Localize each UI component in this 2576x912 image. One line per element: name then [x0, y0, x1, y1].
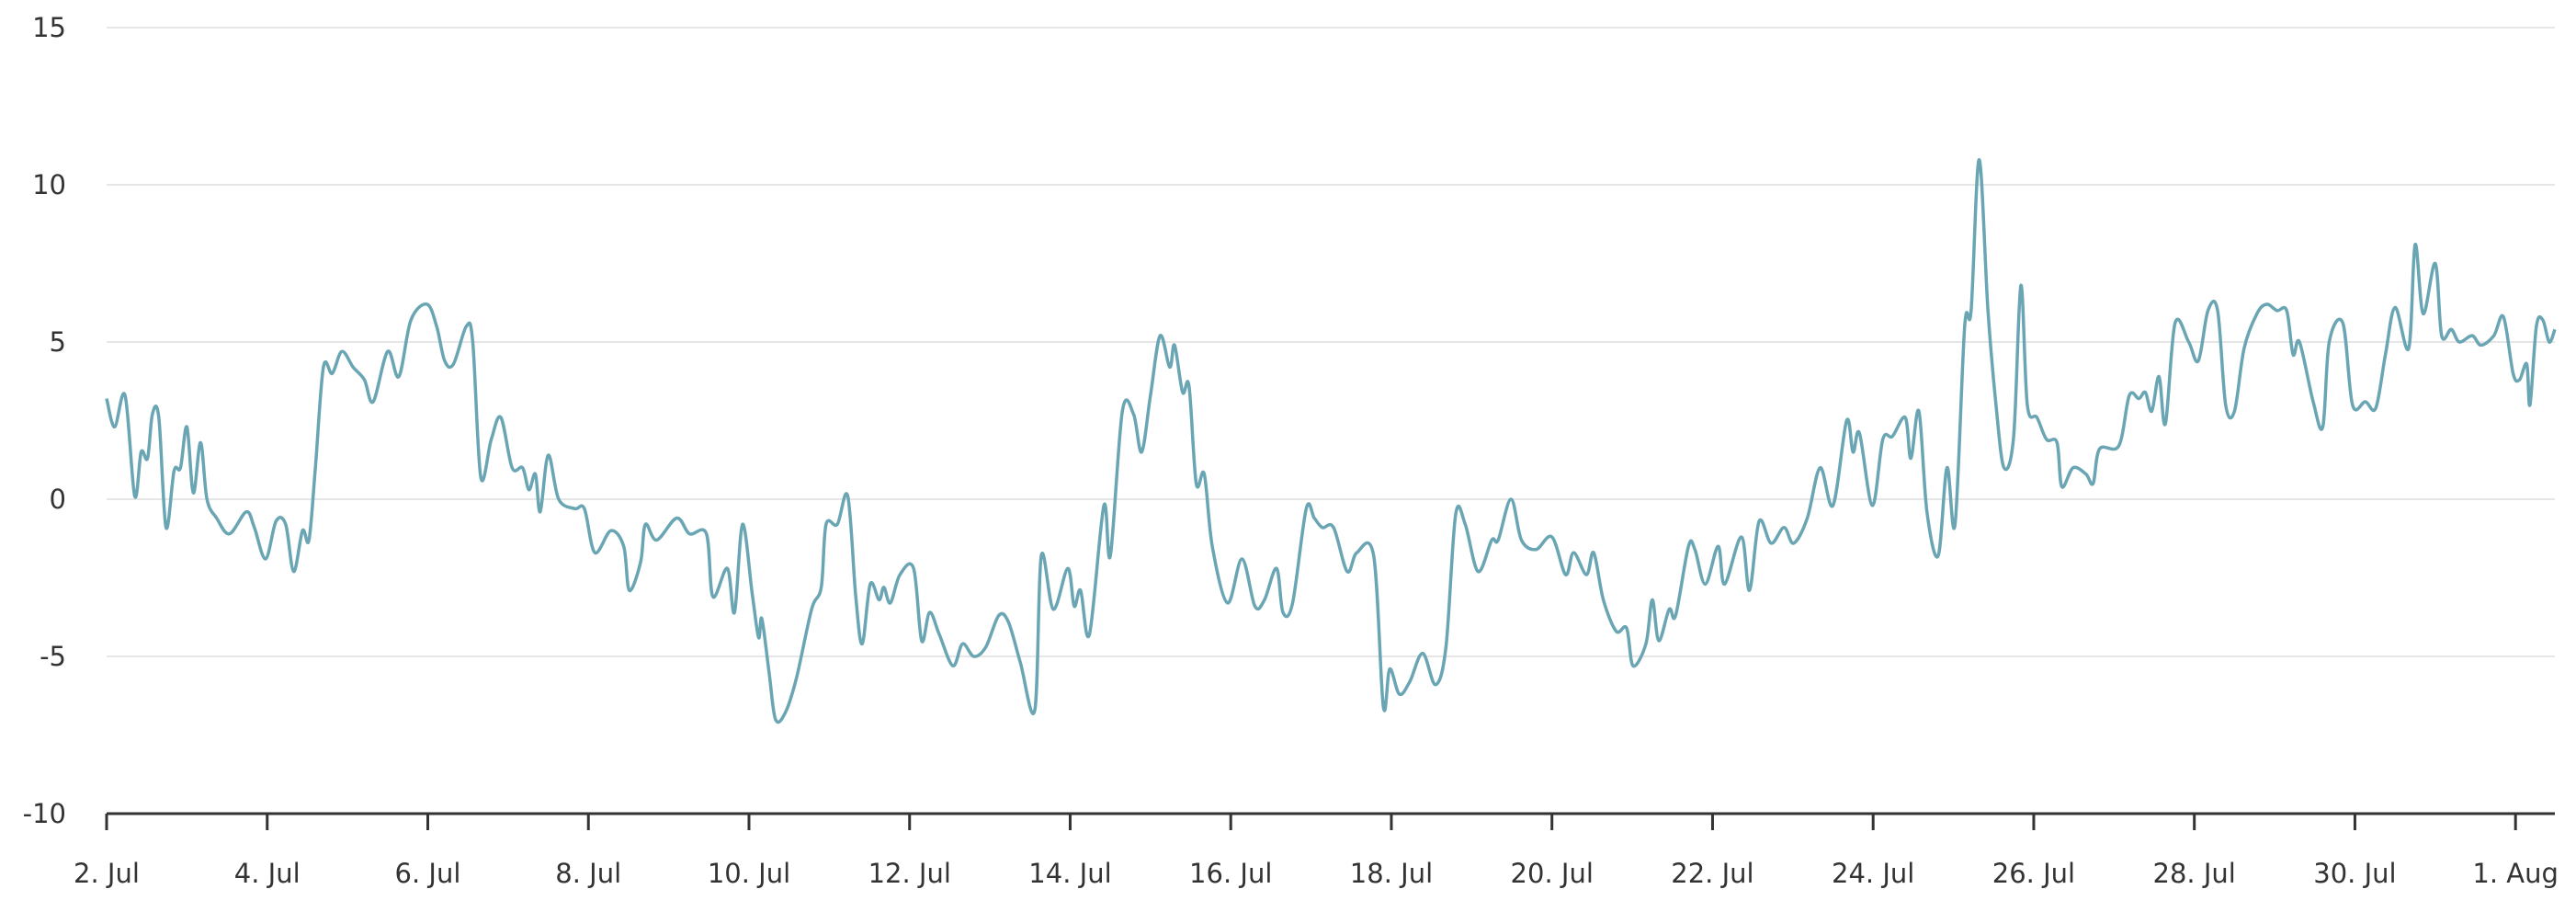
x-tick-label: 10. Jul: [708, 858, 790, 889]
y-tick-label: 0: [50, 484, 66, 515]
y-tick-label: 15: [32, 12, 66, 43]
x-tick-label: 8. Jul: [555, 858, 621, 889]
x-tick-label: 20. Jul: [1511, 858, 1594, 889]
x-tick-label: 28. Jul: [2153, 858, 2236, 889]
y-tick-label: -10: [23, 798, 66, 829]
x-tick-label: 30. Jul: [2313, 858, 2396, 889]
x-tick-label: 24. Jul: [1832, 858, 1914, 889]
x-tick-label: 18. Jul: [1350, 858, 1433, 889]
x-tick-label: 22. Jul: [1671, 858, 1753, 889]
x-tick-label: 14. Jul: [1028, 858, 1111, 889]
line-series: [105, 157, 2557, 724]
y-tick-label: -5: [40, 641, 66, 672]
x-tick-label: 2. Jul: [74, 858, 140, 889]
x-tick-label: 26. Jul: [1992, 858, 2075, 889]
x-tick-label: 1. Aug: [2472, 858, 2559, 889]
x-tick-label: 6. Jul: [395, 858, 461, 889]
x-tick-label: 4. Jul: [234, 858, 301, 889]
x-tick-label: 12. Jul: [868, 858, 951, 889]
x-tick-label: 16. Jul: [1189, 858, 1272, 889]
y-tick-label: 5: [50, 326, 66, 358]
y-tick-label: 10: [32, 169, 66, 200]
